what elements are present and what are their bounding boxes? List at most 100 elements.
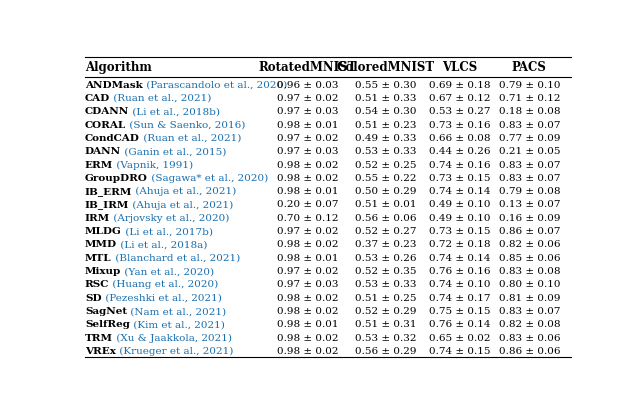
Text: 0.98 ± 0.02: 0.98 ± 0.02 [277,306,339,315]
Text: 0.72 ± 0.18: 0.72 ± 0.18 [429,240,491,249]
Text: RSC: RSC [85,280,109,289]
Text: 0.98 ± 0.01: 0.98 ± 0.01 [277,320,339,328]
Text: (Ruan et al., 2021): (Ruan et al., 2021) [140,134,241,143]
Text: 0.50 ± 0.29: 0.50 ± 0.29 [355,187,417,196]
Text: 0.74 ± 0.14: 0.74 ± 0.14 [429,187,491,196]
Text: (Blanchard et al., 2021): (Blanchard et al., 2021) [111,253,240,262]
Text: 0.73 ± 0.15: 0.73 ± 0.15 [429,173,491,182]
Text: 0.66 ± 0.08: 0.66 ± 0.08 [429,134,491,143]
Text: 0.44 ± 0.26: 0.44 ± 0.26 [429,147,491,156]
Text: 0.98 ± 0.02: 0.98 ± 0.02 [277,160,339,169]
Text: (Ruan et al., 2021): (Ruan et al., 2021) [110,94,212,102]
Text: 0.83 ± 0.08: 0.83 ± 0.08 [499,266,560,275]
Text: 0.53 ± 0.33: 0.53 ± 0.33 [355,147,417,156]
Text: 0.37 ± 0.23: 0.37 ± 0.23 [355,240,417,249]
Text: (Krueger et al., 2021): (Krueger et al., 2021) [116,346,233,355]
Text: CondCAD: CondCAD [85,134,140,143]
Text: 0.74 ± 0.17: 0.74 ± 0.17 [429,293,491,302]
Text: 0.49 ± 0.33: 0.49 ± 0.33 [355,134,417,143]
Text: 0.96 ± 0.03: 0.96 ± 0.03 [277,80,339,90]
Text: 0.97 ± 0.02: 0.97 ± 0.02 [277,134,339,143]
Text: 0.83 ± 0.06: 0.83 ± 0.06 [499,333,560,342]
Text: (Nam et al., 2021): (Nam et al., 2021) [127,306,226,315]
Text: 0.83 ± 0.07: 0.83 ± 0.07 [499,120,560,129]
Text: 0.79 ± 0.10: 0.79 ± 0.10 [499,80,560,90]
Text: (Huang et al., 2020): (Huang et al., 2020) [109,280,219,289]
Text: 0.81 ± 0.09: 0.81 ± 0.09 [499,293,560,302]
Text: 0.97 ± 0.02: 0.97 ± 0.02 [277,266,339,275]
Text: 0.76 ± 0.16: 0.76 ± 0.16 [429,266,491,275]
Text: 0.86 ± 0.07: 0.86 ± 0.07 [499,226,560,236]
Text: (Parascandolo et al., 2020): (Parascandolo et al., 2020) [143,80,287,90]
Text: 0.74 ± 0.10: 0.74 ± 0.10 [429,280,491,289]
Text: (Li et al., 2018a): (Li et al., 2018a) [117,240,207,249]
Text: 0.97 ± 0.03: 0.97 ± 0.03 [277,280,339,289]
Text: 0.13 ± 0.07: 0.13 ± 0.07 [499,200,560,209]
Text: IRM: IRM [85,213,110,222]
Text: 0.98 ± 0.02: 0.98 ± 0.02 [277,240,339,249]
Text: 0.20 ± 0.07: 0.20 ± 0.07 [277,200,339,209]
Text: 0.51 ± 0.33: 0.51 ± 0.33 [355,94,417,102]
Text: 0.52 ± 0.25: 0.52 ± 0.25 [355,160,417,169]
Text: 0.83 ± 0.07: 0.83 ± 0.07 [499,306,560,315]
Text: 0.16 ± 0.09: 0.16 ± 0.09 [499,213,560,222]
Text: 0.52 ± 0.29: 0.52 ± 0.29 [355,306,417,315]
Text: MMD: MMD [85,240,117,249]
Text: 0.49 ± 0.10: 0.49 ± 0.10 [429,200,491,209]
Text: Mixup: Mixup [85,266,121,275]
Text: 0.53 ± 0.32: 0.53 ± 0.32 [355,333,417,342]
Text: 0.71 ± 0.12: 0.71 ± 0.12 [499,94,560,102]
Text: (Li et al., 2018b): (Li et al., 2018b) [129,107,220,116]
Text: 0.97 ± 0.02: 0.97 ± 0.02 [277,226,339,236]
Text: 0.69 ± 0.18: 0.69 ± 0.18 [429,80,491,90]
Text: 0.51 ± 0.25: 0.51 ± 0.25 [355,293,417,302]
Text: (Sagawa* et al., 2020): (Sagawa* et al., 2020) [148,173,268,183]
Text: 0.97 ± 0.03: 0.97 ± 0.03 [277,147,339,156]
Text: (Ganin et al., 2015): (Ganin et al., 2015) [121,147,227,156]
Text: 0.55 ± 0.22: 0.55 ± 0.22 [355,173,417,182]
Text: 0.76 ± 0.14: 0.76 ± 0.14 [429,320,491,328]
Text: 0.51 ± 0.31: 0.51 ± 0.31 [355,320,417,328]
Text: (Pezeshki et al., 2021): (Pezeshki et al., 2021) [102,293,221,302]
Text: DANN: DANN [85,147,121,156]
Text: CDANN: CDANN [85,107,129,116]
Text: 0.18 ± 0.08: 0.18 ± 0.08 [499,107,560,116]
Text: 0.83 ± 0.07: 0.83 ± 0.07 [499,160,560,169]
Text: (Li et al., 2017b): (Li et al., 2017b) [122,226,213,236]
Text: 0.53 ± 0.26: 0.53 ± 0.26 [355,253,417,262]
Text: CAD: CAD [85,94,110,102]
Text: 0.51 ± 0.01: 0.51 ± 0.01 [355,200,417,209]
Text: 0.21 ± 0.05: 0.21 ± 0.05 [499,147,560,156]
Text: (Kim et al., 2021): (Kim et al., 2021) [130,320,225,328]
Text: 0.97 ± 0.03: 0.97 ± 0.03 [277,107,339,116]
Text: 0.52 ± 0.35: 0.52 ± 0.35 [355,266,417,275]
Text: IB_IRM: IB_IRM [85,200,129,209]
Text: MLDG: MLDG [85,226,122,236]
Text: 0.77 ± 0.09: 0.77 ± 0.09 [499,134,560,143]
Text: 0.74 ± 0.15: 0.74 ± 0.15 [429,346,491,355]
Text: VREx: VREx [85,346,116,355]
Text: 0.55 ± 0.30: 0.55 ± 0.30 [355,80,417,90]
Text: 0.98 ± 0.02: 0.98 ± 0.02 [277,346,339,355]
Text: CORAL: CORAL [85,120,126,129]
Text: 0.70 ± 0.12: 0.70 ± 0.12 [277,213,339,222]
Text: 0.75 ± 0.15: 0.75 ± 0.15 [429,306,491,315]
Text: 0.98 ± 0.02: 0.98 ± 0.02 [277,333,339,342]
Text: 0.53 ± 0.27: 0.53 ± 0.27 [429,107,491,116]
Text: (Arjovsky et al., 2020): (Arjovsky et al., 2020) [110,213,230,222]
Text: 0.82 ± 0.08: 0.82 ± 0.08 [499,320,560,328]
Text: 0.67 ± 0.12: 0.67 ± 0.12 [429,94,491,102]
Text: 0.73 ± 0.15: 0.73 ± 0.15 [429,226,491,236]
Text: Algorithm: Algorithm [85,61,152,74]
Text: 0.52 ± 0.27: 0.52 ± 0.27 [355,226,417,236]
Text: 0.86 ± 0.06: 0.86 ± 0.06 [499,346,560,355]
Text: 0.98 ± 0.02: 0.98 ± 0.02 [277,293,339,302]
Text: 0.97 ± 0.02: 0.97 ± 0.02 [277,94,339,102]
Text: IB_ERM: IB_ERM [85,187,132,196]
Text: 0.98 ± 0.02: 0.98 ± 0.02 [277,173,339,182]
Text: 0.98 ± 0.01: 0.98 ± 0.01 [277,187,339,196]
Text: 0.56 ± 0.29: 0.56 ± 0.29 [355,346,417,355]
Text: TRM: TRM [85,333,113,342]
Text: 0.74 ± 0.14: 0.74 ± 0.14 [429,253,491,262]
Text: (Yan et al., 2020): (Yan et al., 2020) [121,266,214,275]
